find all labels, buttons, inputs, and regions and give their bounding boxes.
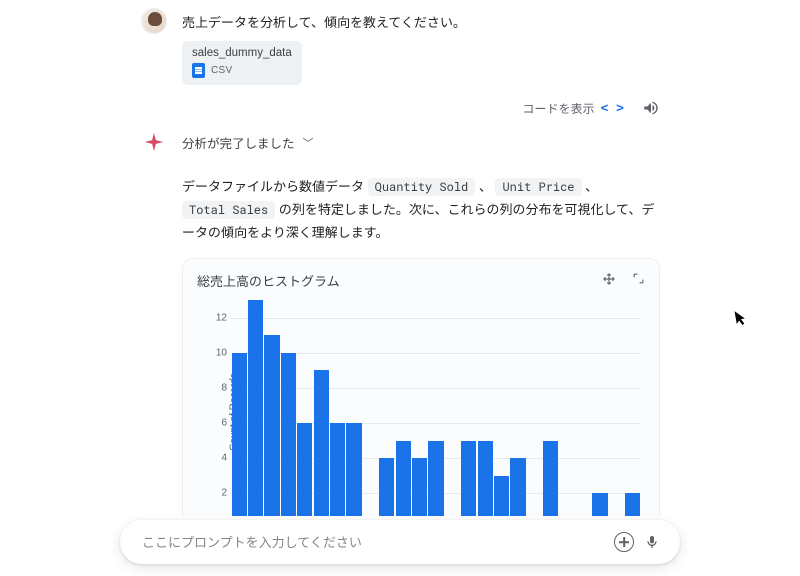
histogram-bar [510, 458, 525, 516]
y-tick: 10 [213, 347, 227, 358]
histogram-bar [248, 300, 263, 516]
histogram-bar [281, 353, 296, 516]
histogram-bar [346, 423, 361, 516]
fullscreen-icon[interactable] [632, 272, 645, 289]
attachment-filename: sales_dummy_data [192, 47, 292, 59]
histogram-bar [543, 441, 558, 516]
chevron-down-icon: ﹀ [303, 135, 314, 151]
assistant-sparkle-icon [143, 131, 165, 153]
status-text: 分析が完了しました [182, 133, 295, 152]
speaker-icon[interactable] [642, 99, 660, 117]
sep2: 、 [582, 179, 599, 194]
code-icon: < > [601, 101, 624, 116]
histogram-bar [461, 441, 476, 516]
user-message: 売上データを分析して、傾向を教えてください。 [182, 8, 660, 31]
show-code-label: コードを表示 [523, 100, 595, 117]
plus-icon [614, 532, 634, 552]
prompt-input[interactable] [142, 535, 610, 550]
attachment-chip[interactable]: sales_dummy_data CSV [182, 41, 302, 85]
y-tick: 2 [213, 488, 227, 499]
y-tick: 8 [213, 382, 227, 393]
histogram-bar [625, 493, 640, 516]
status-toggle[interactable]: 分析が完了しました ﹀ [182, 131, 660, 152]
chart-plot-area: 24681012 [231, 300, 641, 516]
chart-card: 総売上高のヒストグラム Count of Records 24681012 [182, 258, 660, 516]
move-icon[interactable] [602, 272, 616, 289]
histogram-bar [396, 441, 411, 516]
histogram-bar [379, 458, 394, 516]
histogram-bar [264, 335, 279, 516]
cursor-icon [734, 309, 749, 330]
user-avatar [141, 8, 167, 34]
histogram-bar [428, 441, 443, 516]
histogram-bar [330, 423, 345, 516]
histogram-bar [297, 423, 312, 516]
prompt-bar [120, 520, 680, 564]
show-code-button[interactable]: コードを表示 < > [523, 100, 625, 117]
y-tick: 12 [213, 312, 227, 323]
assistant-response: データファイルから数値データ Quantity Sold 、 Unit Pric… [182, 176, 660, 244]
code-pill-3: Total Sales [182, 201, 275, 219]
attachment-ext: CSV [211, 65, 232, 76]
response-text-pre: データファイルから数値データ [182, 179, 368, 194]
y-tick: 6 [213, 418, 227, 429]
file-icon [192, 63, 205, 78]
add-button[interactable] [610, 528, 638, 556]
mic-button[interactable] [638, 528, 666, 556]
histogram-bar [494, 476, 509, 516]
histogram-bar [592, 493, 607, 516]
histogram-bar [478, 441, 493, 516]
y-tick: 4 [213, 453, 227, 464]
histogram-bar [412, 458, 427, 516]
code-pill-1: Quantity Sold [368, 178, 476, 196]
histogram-bar [314, 370, 329, 516]
histogram-bar [232, 353, 247, 516]
sep1: 、 [475, 179, 495, 194]
code-pill-2: Unit Price [495, 178, 581, 196]
chart-title: 総売上高のヒストグラム [197, 271, 340, 290]
